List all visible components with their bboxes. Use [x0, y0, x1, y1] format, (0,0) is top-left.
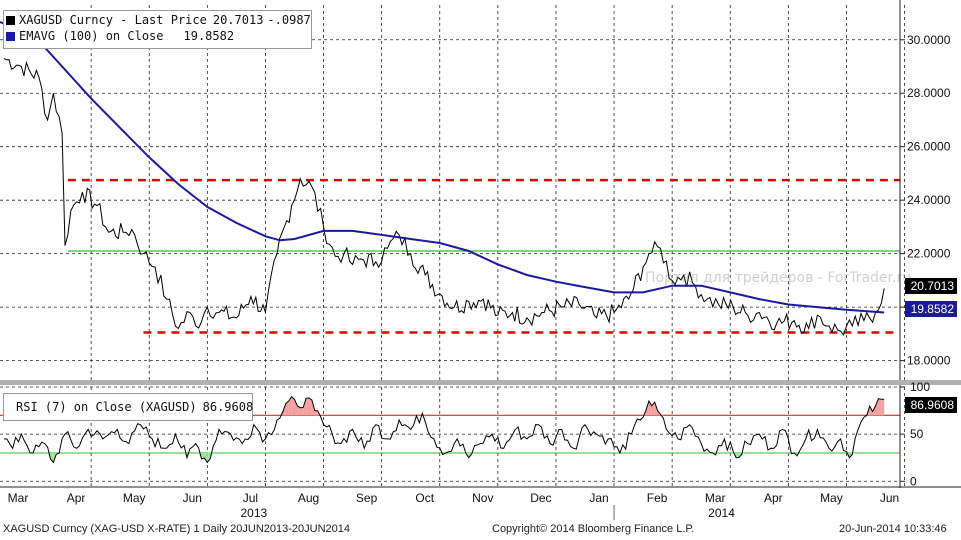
- footer-center: Copyright© 2014 Bloomberg Finance L.P.: [492, 523, 695, 535]
- y-tick-label: 26.0000: [907, 140, 951, 154]
- panel-separator: [0, 380, 961, 385]
- rsi-tick-label: 0: [910, 474, 917, 488]
- x-tick-label: Apr: [67, 491, 86, 505]
- x-tick-label: Feb: [647, 491, 668, 505]
- rsi-series-line: [3, 395, 885, 464]
- rsi-overbought-fill: [291, 396, 295, 416]
- rsi-oversold-fill: [788, 453, 792, 454]
- grid-lines: [0, 5, 905, 486]
- rsi-overbought-fill: [285, 401, 289, 416]
- axis-labels: Mar Apr May Jun Jul Aug Sep Oct Nov Dec Jan Feb Mar A…: [8, 33, 951, 520]
- legend-rsi-value: 86.9608: [202, 400, 254, 414]
- rsi-overbought-fill: [309, 397, 312, 416]
- x-tick-label: Nov: [472, 491, 493, 505]
- ema-value-tag: 19.8582: [905, 301, 957, 317]
- footer-right: 20-Jun-2014 10:33:46: [839, 523, 947, 535]
- footer-left: XAGUSD Curncy (XAG-USD X-RATE) 1 Daily 2…: [3, 523, 351, 535]
- y-tick-label: 22.0000: [907, 247, 951, 261]
- x-tick-label: Mar: [705, 491, 726, 505]
- legend-price-value: 20.7013: [212, 13, 264, 27]
- x-tick-label: Mar: [8, 491, 29, 505]
- x-tick-label: Jun: [880, 491, 899, 505]
- rsi-overbought-fill: [878, 398, 882, 416]
- rsi-oversold-fill: [201, 453, 205, 459]
- y-tick-label: 18.0000: [907, 354, 951, 368]
- x-tick-label: Jan: [589, 491, 608, 505]
- legend-price-name: XAGUSD Curncy - Last Price: [19, 13, 207, 27]
- x-tick-label: Jun: [183, 491, 202, 505]
- rsi-oversold-fill: [207, 453, 211, 463]
- y-tick-label: 24.0000: [907, 193, 951, 207]
- rsi-overbought-fill: [300, 407, 304, 416]
- x-tick-label: Sep: [356, 491, 378, 505]
- rsi-oversold-fill: [50, 453, 54, 463]
- x-tick-label: May: [123, 491, 146, 505]
- legend-price-change: -.0987: [267, 13, 311, 27]
- x-tick-label: Aug: [298, 491, 319, 505]
- legend-row-price: XAGUSD Curncy - Last Price 20.7013 -.098…: [4, 12, 311, 28]
- price-series-line: [3, 58, 885, 336]
- rsi-overbought-fill: [294, 399, 298, 416]
- rsi-oversold-fill: [736, 453, 739, 458]
- rsi-overbought-fill: [303, 398, 307, 416]
- x-tick-label: Apr: [764, 491, 783, 505]
- ema-series-line: [0, 20, 885, 314]
- legend-row-ema: EMAVG (100) on Close 19.8582: [4, 28, 311, 44]
- rsi-oversold-fill: [204, 453, 208, 463]
- ema-swatch-icon: [6, 31, 15, 41]
- x-tick-label: Dec: [530, 491, 551, 505]
- rsi-overbought-fill: [288, 396, 292, 416]
- watermark: Портал для трейдеров - ForTrader.ru: [645, 270, 912, 286]
- x-tick-label: Jul: [243, 491, 258, 505]
- legend-rsi-name: RSI (7) on Close (XAGUSD): [16, 400, 197, 414]
- axes: [0, 0, 961, 520]
- year-label: 2014: [708, 506, 735, 520]
- year-label: 2013: [240, 506, 267, 520]
- legend-ema-name: EMAVG (100) on Close: [19, 29, 164, 43]
- rsi-overbought-fill: [881, 399, 885, 416]
- x-tick-label: Oct: [415, 491, 434, 505]
- rsi-overbought-fill: [317, 410, 321, 416]
- legend-row-rsi: RSI (7) on Close (XAGUSD) 86.9608: [4, 394, 254, 420]
- rsi-overbought-fill: [875, 398, 879, 416]
- rsi-oversold-fill: [846, 453, 850, 458]
- rsi-overbought-fill: [297, 405, 301, 416]
- rsi-overbought-fill: [306, 397, 310, 416]
- price-swatch-icon: [6, 15, 15, 25]
- y-tick-label: 28.0000: [907, 86, 951, 100]
- price-legend: XAGUSD Curncy - Last Price 20.7013 -.098…: [3, 10, 312, 49]
- rsi-value-tag: 86.9608: [905, 397, 957, 413]
- legend-ema-value: 19.8582: [183, 29, 235, 43]
- x-tick-label: May: [820, 491, 843, 505]
- rsi-legend: RSI (7) on Close (XAGUSD) 86.9608: [3, 393, 253, 421]
- last-price-tag: 20.7013: [905, 278, 957, 294]
- y-tick-label: 30.0000: [907, 33, 951, 47]
- rsi-tick-label: 50: [910, 427, 924, 441]
- rsi-overbought-fill: [314, 410, 318, 416]
- rsi-tick-label: 100: [910, 380, 930, 394]
- rsi-oversold-fill: [462, 453, 466, 454]
- series-lines: [0, 20, 885, 464]
